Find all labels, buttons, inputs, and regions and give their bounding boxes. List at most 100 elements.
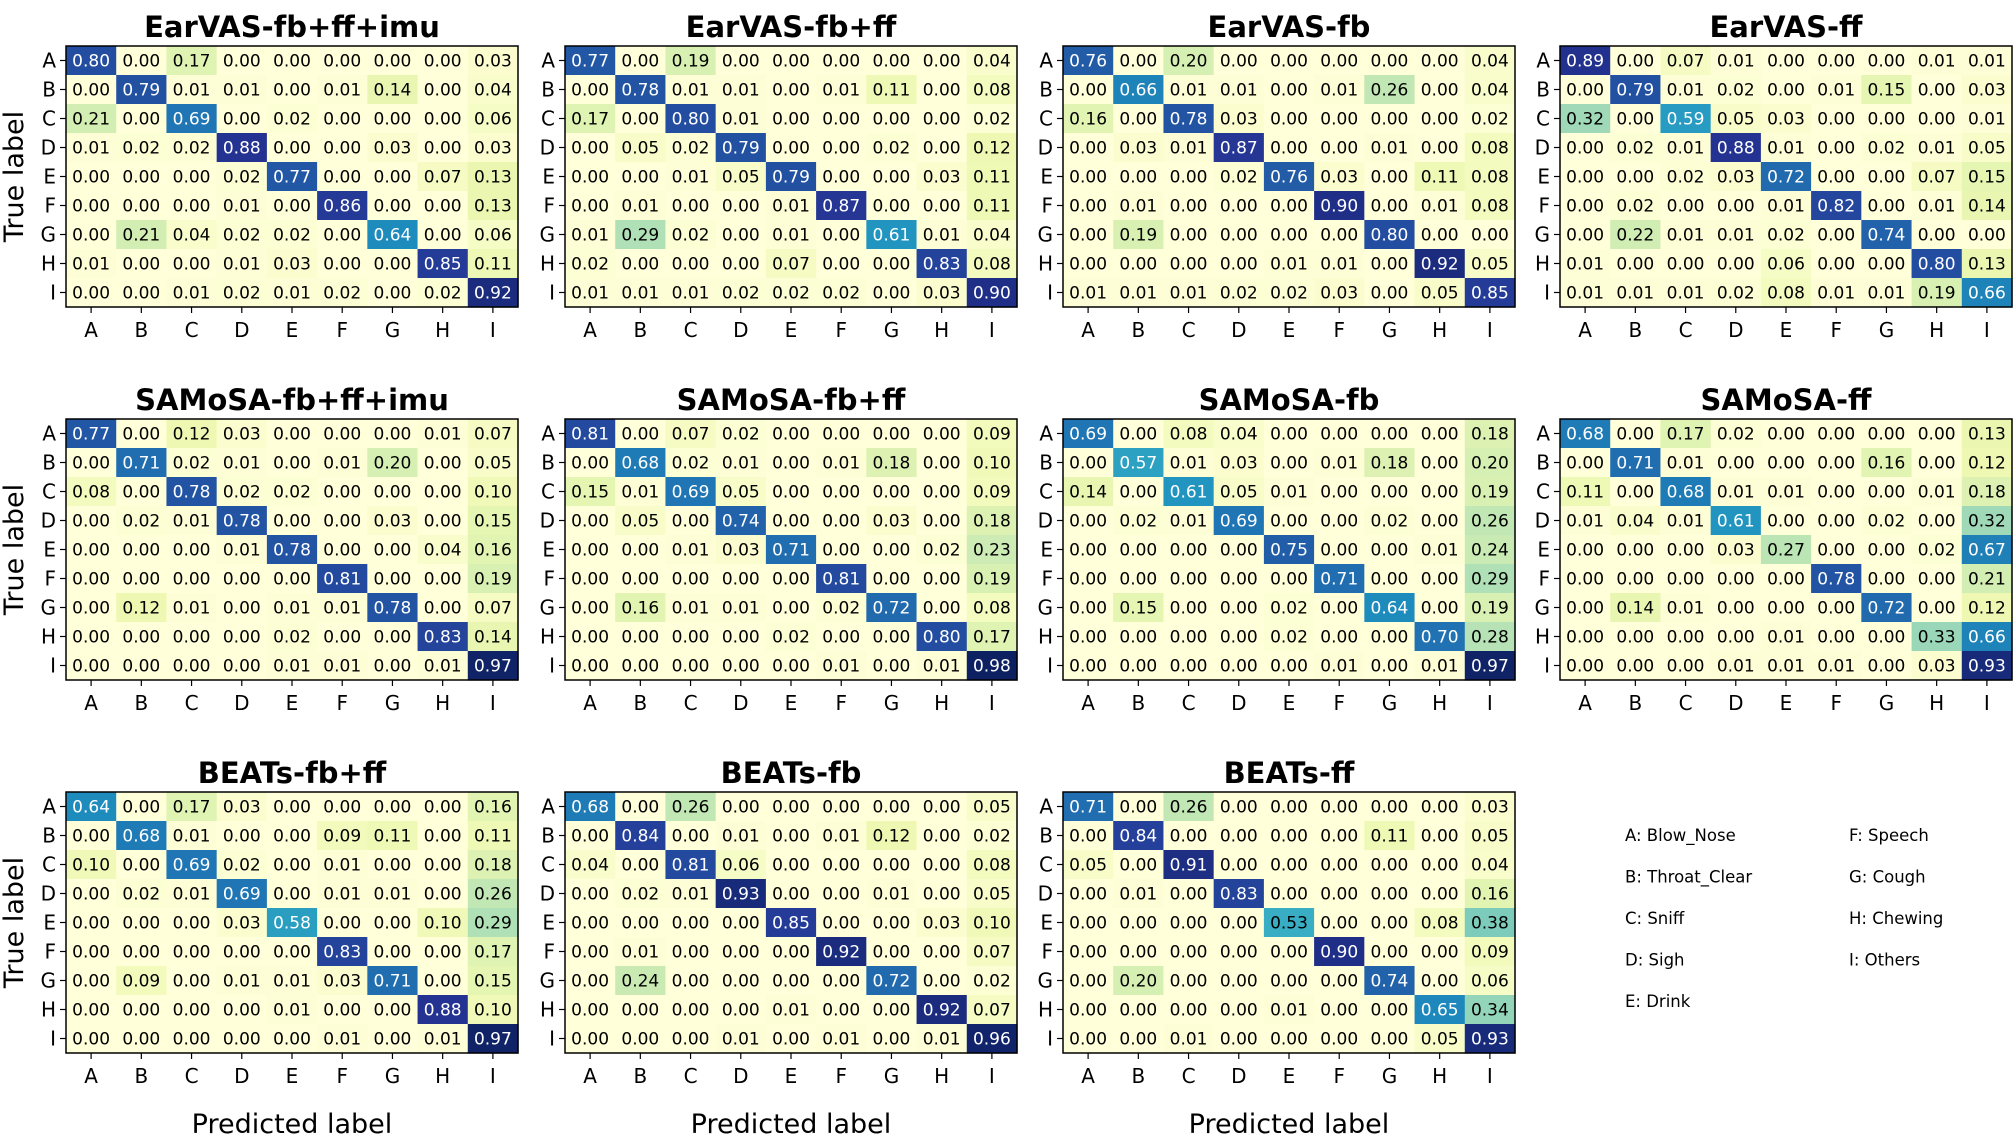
heatmap-cell [765,908,817,938]
cell-value-label: 0.01 [273,599,311,619]
y-tick-label: E [1537,165,1550,189]
heatmap-cell [1263,477,1315,507]
y-tick-label: A [42,49,56,73]
heatmap-cell [916,564,968,594]
heatmap-cell [1163,75,1215,105]
cell-value-label: 0.81 [323,570,361,590]
y-tick-label: F [44,194,56,218]
cell-value-label: 0.00 [374,197,412,217]
heatmap-cell [166,278,218,308]
heatmap-cell [417,850,469,880]
y-tick-label: B [1039,78,1053,102]
cell-value-label: 0.00 [1320,1001,1358,1021]
x-tick-label: E [1283,318,1296,342]
cell-value-label: 0.01 [822,454,860,474]
cell-value-label: 0.02 [1270,599,1308,619]
heatmap-cell [166,419,218,449]
cell-value-label: 0.00 [1320,483,1358,503]
heatmap-cell [665,879,717,909]
cell-value-label: 0.00 [1667,628,1705,648]
heatmap-cell [1811,46,1862,76]
cell-value-label: 0.02 [672,139,710,159]
cell-value-label: 0.00 [571,972,609,992]
heatmap-cell [665,162,717,192]
cell-value-label: 0.01 [571,226,609,246]
heatmap-cell [715,1024,767,1054]
cell-value-label: 0.71 [772,541,810,561]
heatmap-cell [1414,75,1466,105]
cell-value-label: 0.00 [621,110,659,130]
heatmap-cell [1263,908,1315,938]
heatmap-cell [317,908,368,938]
heatmap-cell [615,966,667,996]
x-tick-label: C [1182,1064,1196,1088]
heatmap-cell [116,651,168,681]
heatmap-cell [1364,133,1416,163]
cell-value-label: 0.01 [1767,483,1805,503]
x-tick-label: A [1578,691,1592,715]
x-tick-label: A [583,318,597,342]
cell-value-label: 0.91 [1170,856,1208,876]
heatmap-cell [1163,249,1215,279]
cell-value-label: 0.80 [1918,255,1956,275]
heatmap-cell [266,651,318,681]
heatmap-cell [1610,191,1662,221]
heatmap-cell [1163,419,1215,449]
panel-title: SAMoSA-fb+ff+imu [135,383,449,417]
heatmap-cell [367,622,419,652]
heatmap-cell [1364,564,1416,594]
heatmap-cell [615,564,667,594]
cell-value-label: 0.00 [722,972,760,992]
cell-value-label: 0.08 [1471,197,1509,217]
cell-value-label: 0.00 [1767,570,1805,590]
cell-value-label: 0.01 [1717,226,1755,246]
heatmap-cell [367,477,419,507]
cell-value-label: 0.00 [273,454,311,474]
cell-value-label: 0.00 [72,541,110,561]
cell-value-label: 0.01 [1119,197,1157,217]
cell-value-label: 0.03 [1717,168,1755,188]
heatmap-cell [715,937,767,967]
cell-value-label: 0.16 [1471,885,1509,905]
heatmap-cell [1660,249,1712,279]
cell-value-label: 0.00 [1616,483,1654,503]
cell-value-label: 0.02 [173,454,211,474]
confusion-matrix-panel: EarVAS-fb+ff0.77 0.00 0.19 0.00 0.00 0.00 0.00… [540,10,1018,342]
cell-value-label: 0.00 [1069,197,1107,217]
cell-value-label: 0.05 [1968,139,2006,159]
cell-value-label: 0.71 [1616,454,1654,474]
heatmap-cell [1961,535,2013,565]
heatmap-cell [1213,622,1265,652]
legend-entry: E: Drink [1625,992,1691,1011]
heatmap-cell [1811,419,1862,449]
cell-value-label: 0.00 [1667,197,1705,217]
y-tick-label: H [540,625,555,649]
heatmap-cell [317,1024,368,1054]
heatmap-cell [1961,564,2013,594]
cell-value-label: 0.02 [273,226,311,246]
heatmap-cell [665,46,717,76]
y-tick-label: C [1039,480,1053,504]
heatmap-cell [615,850,667,880]
cell-value-label: 0.81 [822,570,860,590]
cell-value-label: 0.68 [122,827,160,847]
cell-value-label: 0.69 [1069,425,1107,445]
cell-value-label: 0.00 [1270,856,1308,876]
heatmap-cell [1163,162,1215,192]
heatmap-cell [565,937,616,967]
heatmap-cell [1660,162,1712,192]
cell-value-label: 0.00 [1069,168,1107,188]
heatmap-cell [916,191,968,221]
cell-value-label: 0.00 [1371,657,1409,677]
cell-value-label: 0.93 [1968,657,2006,677]
x-tick-label: A [583,691,597,715]
heatmap-cell [1710,477,1762,507]
cell-value-label: 0.00 [1270,512,1308,532]
cell-value-label: 0.05 [1069,856,1107,876]
heatmap-cell [916,506,968,536]
cell-value-label: 0.00 [1220,657,1258,677]
cell-value-label: 0.00 [1069,570,1107,590]
heatmap-cell [1560,220,1611,250]
heatmap-cell [816,419,867,449]
cell-value-label: 0.07 [672,425,710,445]
